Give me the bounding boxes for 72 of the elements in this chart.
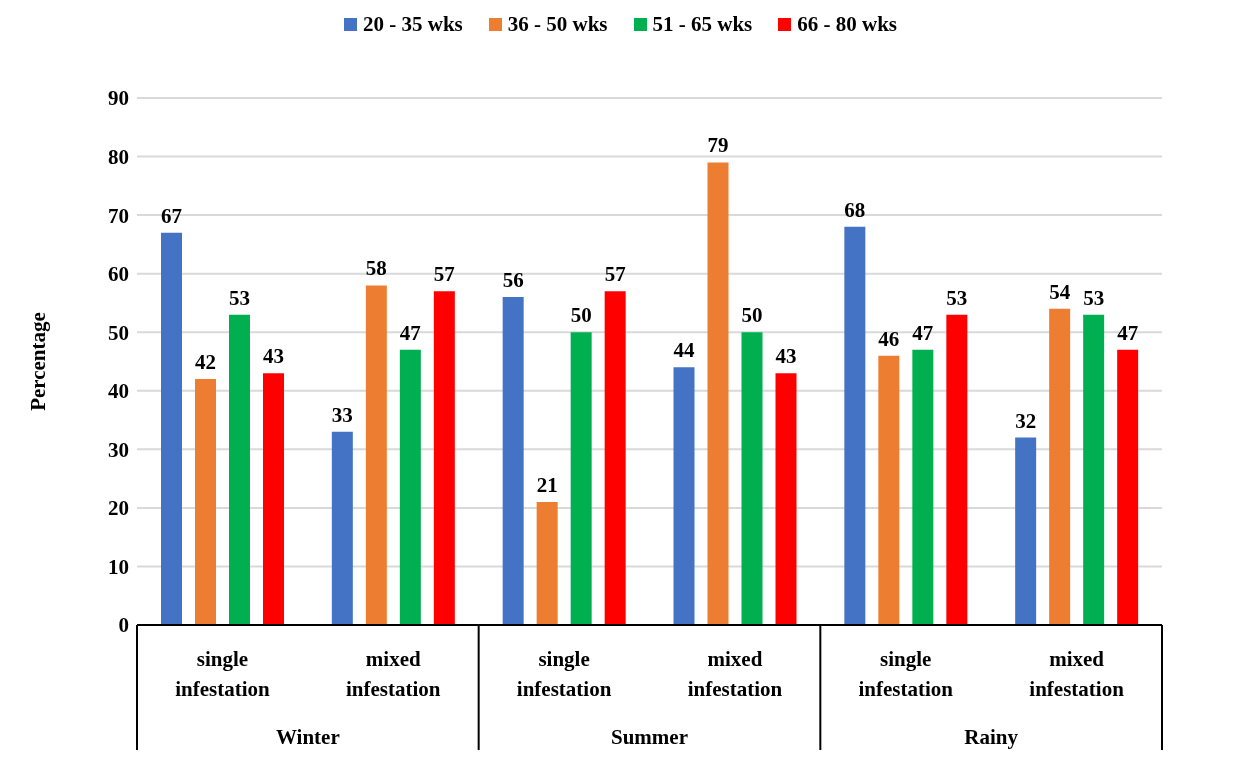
x-tick-label: single infestation bbox=[516, 647, 612, 701]
bar bbox=[331, 431, 353, 625]
data-label: 54 bbox=[1049, 279, 1071, 304]
text: Summer bbox=[611, 725, 688, 749]
data-label: 47 bbox=[912, 320, 934, 345]
y-tick-label: 70 bbox=[108, 203, 129, 228]
bar bbox=[1049, 308, 1071, 625]
data-label: 47 bbox=[1117, 320, 1139, 345]
y-tick-label: 90 bbox=[108, 86, 129, 111]
legend-label: 20 - 35 wks bbox=[362, 12, 463, 37]
bar bbox=[707, 162, 729, 625]
x-tick-label: single infestation bbox=[175, 647, 270, 701]
text: Winter bbox=[275, 725, 340, 749]
x-tick-label: mixed infestation bbox=[346, 647, 441, 701]
y-tick-label: 60 bbox=[108, 262, 129, 287]
data-label: 33 bbox=[331, 402, 353, 427]
data-label: 21 bbox=[536, 473, 558, 498]
data-label: 53 bbox=[946, 285, 968, 310]
bar bbox=[1083, 314, 1105, 625]
bar bbox=[195, 379, 216, 625]
y-tick-label: 0 bbox=[118, 613, 129, 638]
data-label: 43 bbox=[263, 344, 284, 369]
data-label: 57 bbox=[433, 262, 455, 287]
bar bbox=[1117, 349, 1139, 625]
y-tick-label: 40 bbox=[108, 379, 129, 404]
bar bbox=[673, 367, 695, 625]
bar bbox=[775, 373, 797, 625]
bar bbox=[399, 349, 421, 625]
data-label: 50 bbox=[570, 303, 592, 328]
data-label: 58 bbox=[365, 256, 387, 281]
legend-label: 51 - 65 wks bbox=[652, 12, 753, 37]
data-label: 53 bbox=[229, 285, 250, 310]
data-label: 56 bbox=[502, 268, 524, 293]
data-label: 32 bbox=[1015, 408, 1037, 433]
bar bbox=[263, 373, 284, 625]
bar bbox=[502, 297, 524, 625]
data-label: 68 bbox=[844, 197, 866, 222]
data-label: 43 bbox=[775, 344, 797, 369]
x-tick-label: mixed infestation bbox=[687, 647, 783, 701]
data-label: 46 bbox=[878, 326, 900, 351]
bar bbox=[1015, 437, 1037, 625]
y-tick-label: 10 bbox=[108, 554, 129, 579]
y-axis-title: Percentage bbox=[26, 312, 51, 411]
legend-label: 66 - 80 wks bbox=[797, 12, 898, 37]
data-label: 47 bbox=[399, 320, 421, 345]
y-tick-label: 20 bbox=[108, 496, 129, 521]
legend-label: 36 - 50 wks bbox=[507, 12, 608, 37]
bar bbox=[912, 349, 934, 625]
y-tick-label: 50 bbox=[108, 320, 129, 345]
data-label: 50 bbox=[741, 303, 763, 328]
bar bbox=[365, 285, 387, 625]
text: Rainy bbox=[964, 725, 1019, 749]
data-label: 57 bbox=[604, 262, 626, 287]
bar bbox=[604, 291, 626, 625]
bar bbox=[946, 314, 968, 625]
bar bbox=[741, 332, 763, 625]
bar bbox=[433, 291, 455, 625]
bar bbox=[161, 232, 182, 625]
bar bbox=[570, 332, 592, 625]
data-label: 53 bbox=[1083, 285, 1105, 310]
data-label: 67 bbox=[161, 203, 182, 228]
y-tick-label: 80 bbox=[108, 145, 129, 170]
bar bbox=[844, 226, 866, 625]
data-label: 42 bbox=[195, 350, 216, 375]
bar bbox=[536, 502, 558, 625]
bar bbox=[229, 314, 250, 625]
data-label: 44 bbox=[673, 338, 695, 363]
x-tick-label: single infestation bbox=[858, 647, 954, 701]
bar bbox=[878, 355, 900, 625]
data-label: 79 bbox=[707, 133, 729, 158]
y-tick-label: 30 bbox=[108, 437, 129, 462]
x-tick-label: mixed infestation bbox=[1029, 647, 1125, 701]
